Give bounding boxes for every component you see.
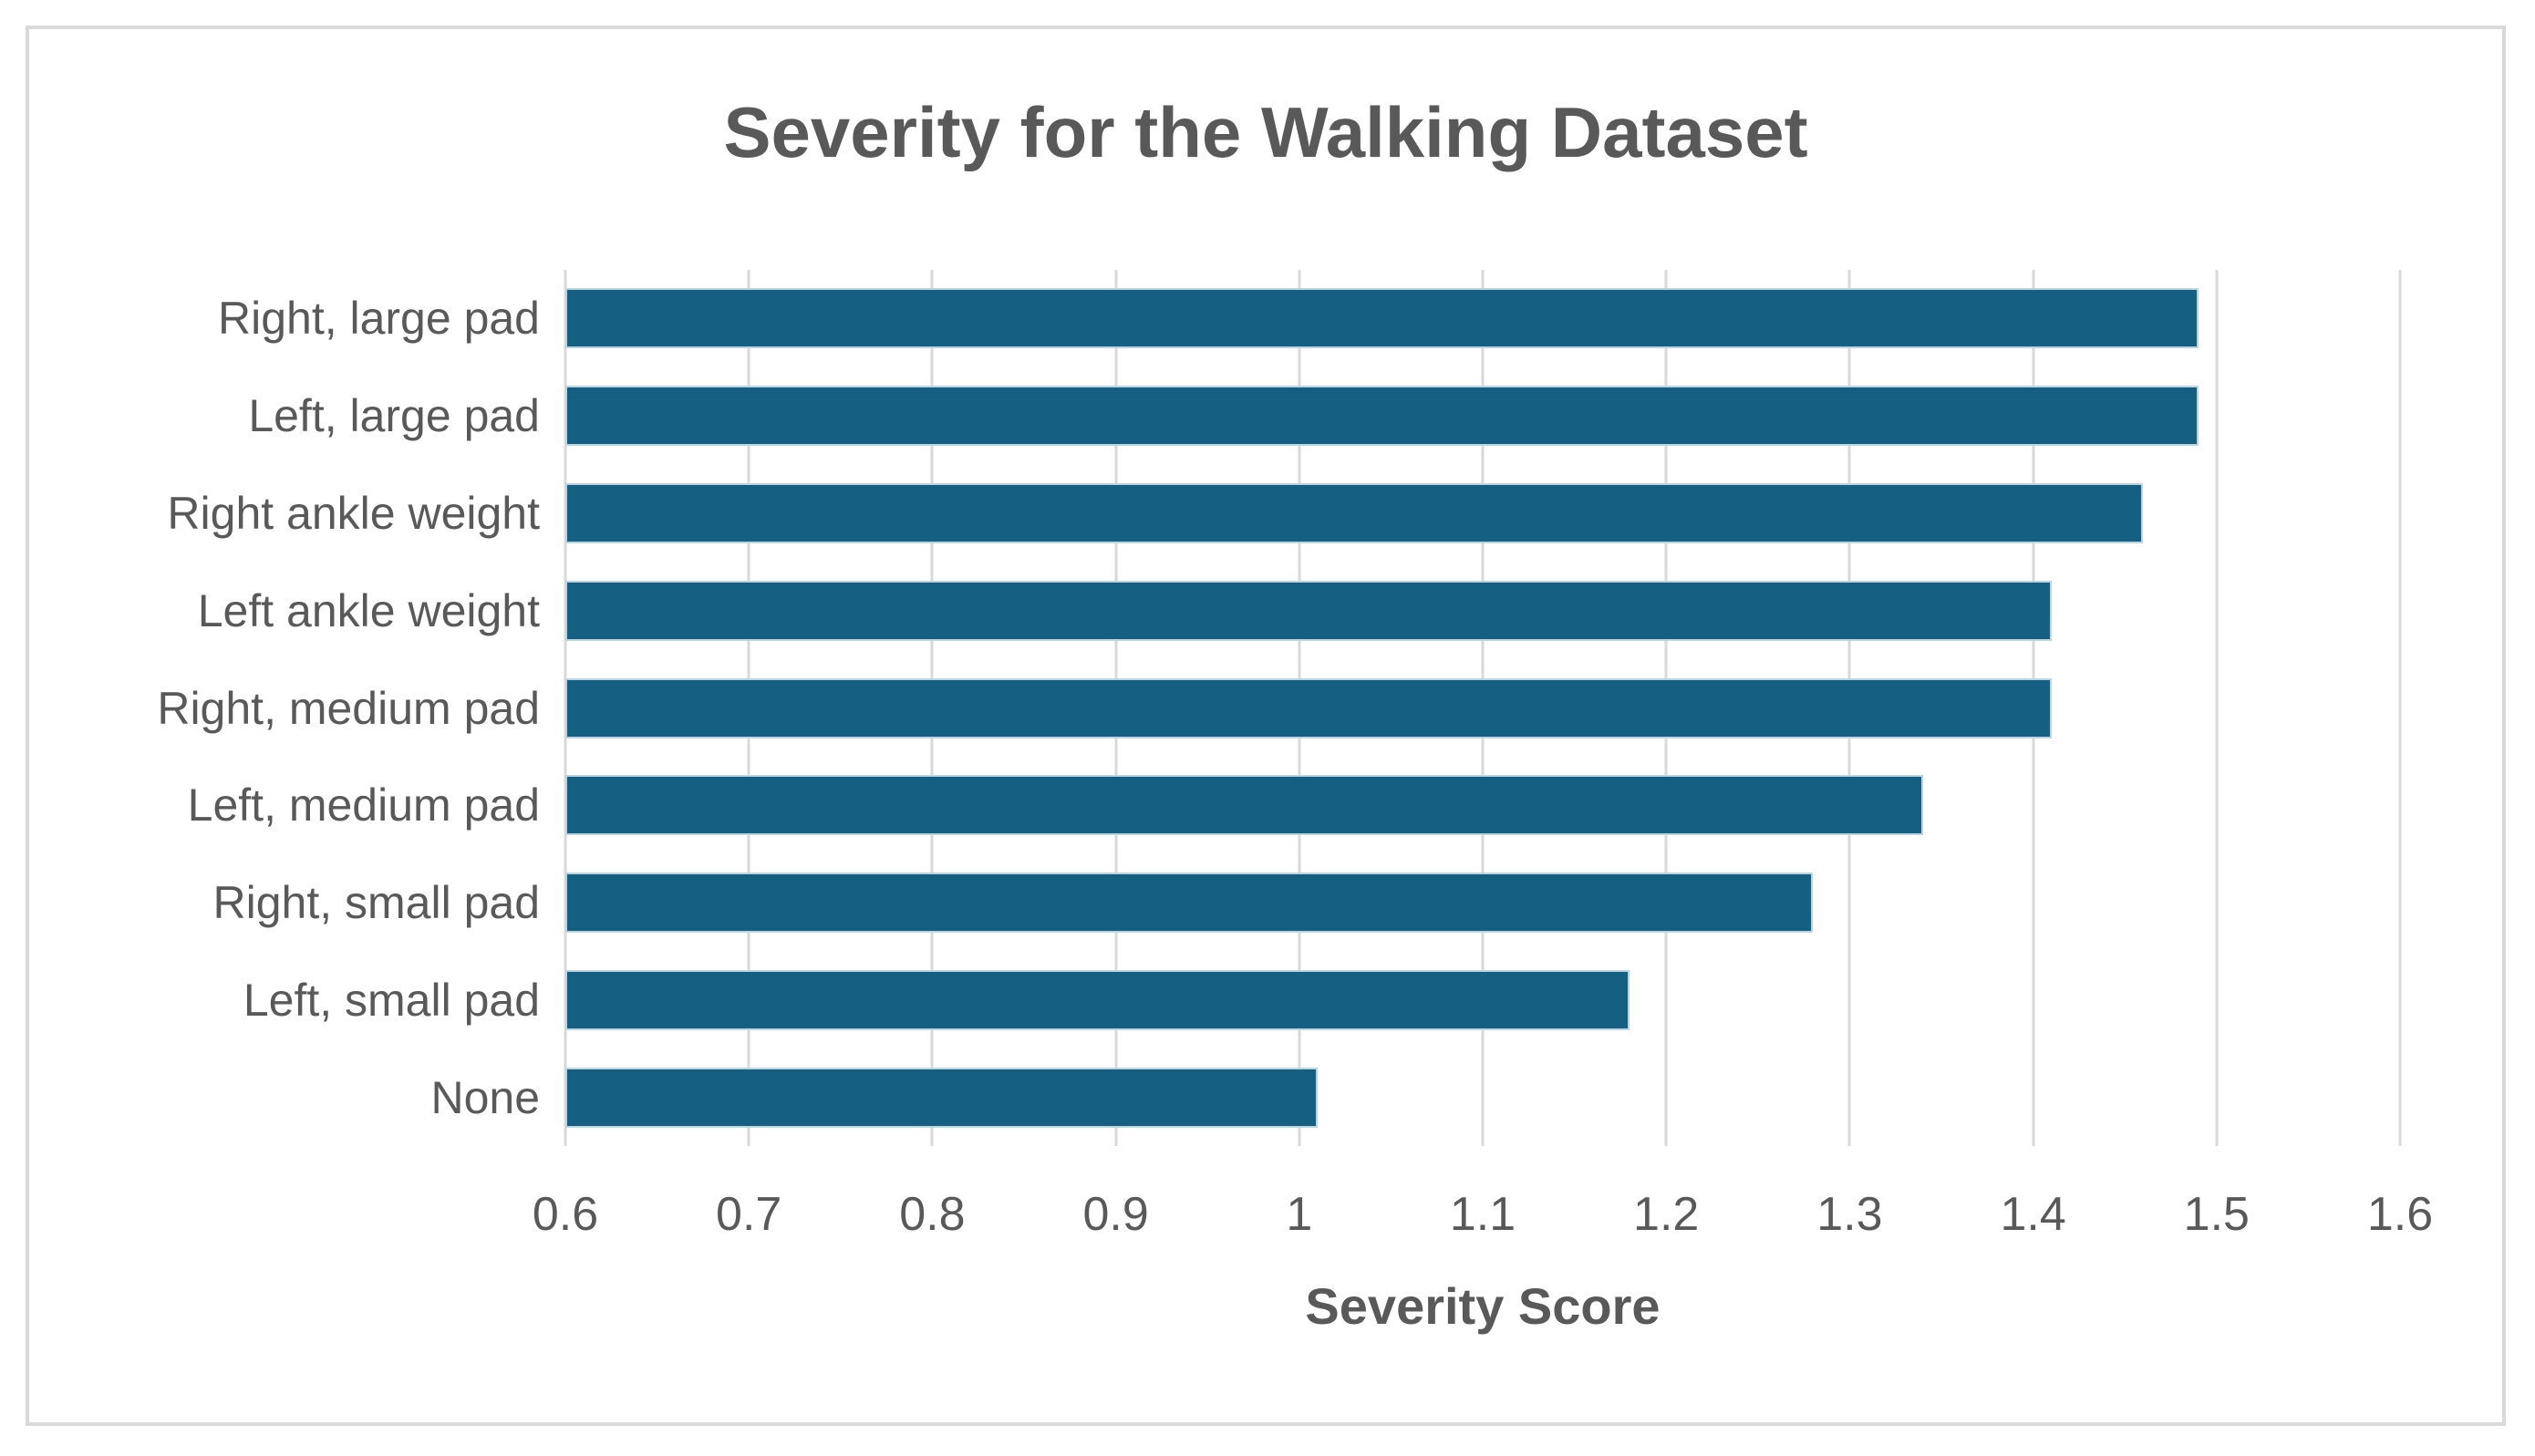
x-tick-label: 0.8 — [899, 1188, 966, 1241]
bar — [565, 873, 1814, 934]
x-tick-label: 1 — [1286, 1188, 1313, 1241]
y-axis-category-labels: Right, large pad Left, large pad Right ank… — [29, 270, 540, 1146]
chart-title: Severity for the Walking Dataset — [723, 92, 1808, 172]
bar-row — [565, 386, 2400, 447]
bar — [565, 580, 2052, 641]
x-tick-label: 0.9 — [1082, 1188, 1149, 1241]
category-label: Right, medium pad — [157, 682, 540, 734]
bar-row — [565, 1067, 2400, 1128]
bar-row — [565, 873, 2400, 934]
x-tick-label: 1.1 — [1449, 1188, 1516, 1241]
chart-frame: Severity for the Walking Dataset Right, … — [26, 26, 2506, 1426]
category-label: Right, large pad — [217, 293, 540, 345]
bar — [565, 1067, 1318, 1128]
category-label: None — [430, 1071, 540, 1123]
bar — [565, 677, 2052, 738]
bar — [565, 775, 1923, 836]
category-label: Left ankle weight — [197, 584, 540, 636]
bar-row — [565, 288, 2400, 349]
plot-area — [564, 270, 2402, 1146]
bar-row — [565, 775, 2400, 836]
bar-row — [565, 580, 2400, 641]
gridline — [2215, 270, 2219, 1146]
x-tick-label: 1.5 — [2183, 1188, 2250, 1241]
x-axis-tick-labels: 0.6 0.7 0.8 0.9 1 1.1 1.2 1.3 1.4 1.5 1.6 — [29, 1187, 2502, 1251]
category-label: Right, small pad — [212, 877, 541, 929]
category-label: Left, medium pad — [187, 780, 540, 831]
bar — [565, 969, 1630, 1030]
bar — [565, 288, 2199, 349]
bar — [565, 386, 2199, 447]
category-label: Right ankle weight — [167, 487, 540, 539]
x-tick-label: 0.7 — [716, 1188, 782, 1241]
bar-row — [565, 677, 2400, 738]
x-tick-label: 1.3 — [1816, 1188, 1883, 1241]
category-label: Left, small pad — [243, 974, 540, 1026]
x-axis-title: Severity Score — [1305, 1277, 1661, 1335]
bar — [565, 482, 2144, 543]
bar-row — [565, 969, 2400, 1030]
x-tick-label: 1.4 — [2000, 1188, 2066, 1241]
x-tick-label: 1.2 — [1633, 1188, 1700, 1241]
category-label: Left, large pad — [248, 390, 540, 442]
bar-row — [565, 482, 2400, 543]
gridline — [2398, 270, 2402, 1146]
x-tick-label: 0.6 — [532, 1188, 599, 1241]
x-tick-label: 1.6 — [2366, 1188, 2434, 1241]
